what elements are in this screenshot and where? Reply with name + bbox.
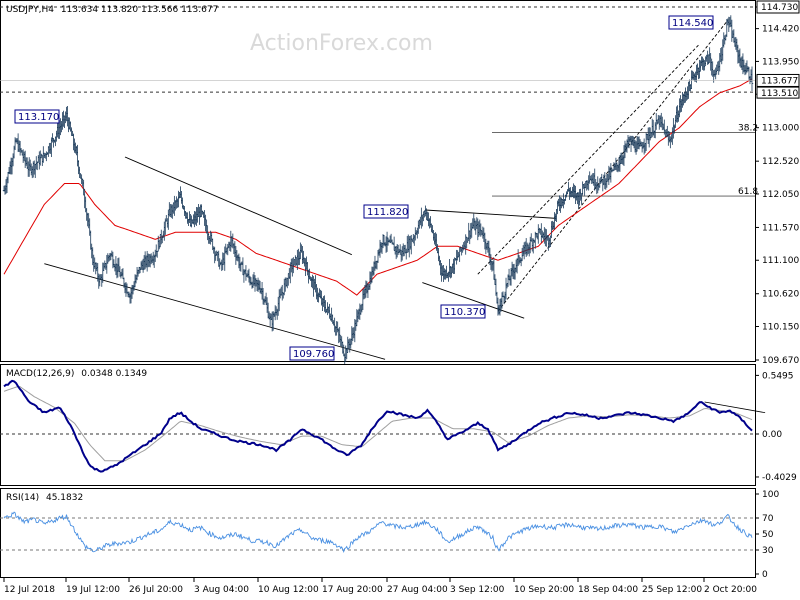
fib-label: 61.8 <box>738 187 758 197</box>
price-axis: 114.730114.420113.950113.480113.000112.5… <box>755 3 799 366</box>
macd-tick-label: 0.5495 <box>762 371 794 381</box>
ohlc-bar <box>750 66 754 91</box>
x-tick-label: 19 Jul 12:00 <box>66 585 120 595</box>
macd-axis: 0.5495 0.00 -0.4029 <box>755 371 797 483</box>
swing-label-box <box>289 346 335 361</box>
rsi-panel-frame <box>0 488 756 578</box>
swing-label: 111.820 <box>363 204 409 219</box>
price-tick-label: 113.000 <box>762 124 799 134</box>
price-panel-frame <box>0 0 756 362</box>
rsi-tick-label: 50 <box>762 530 774 540</box>
swing-label-text: 113.170 <box>18 112 59 123</box>
price-tick-label: 113.950 <box>762 57 799 67</box>
channel-lower-line <box>44 263 386 360</box>
swing-label-text: 109.760 <box>293 349 334 360</box>
macd-divergence-trendline <box>704 401 766 414</box>
price-tick-label: 114.420 <box>762 25 799 35</box>
macd-line <box>3 379 753 473</box>
resistance-tag-box <box>756 0 800 14</box>
swing-label-text: 111.820 <box>367 207 408 218</box>
price-header-symbol: USDJPY,H4 <box>6 5 54 15</box>
rsi-tick-label: 0 <box>762 570 768 580</box>
swing-label-box <box>440 304 486 319</box>
watermark: ActionForex.com <box>250 31 433 56</box>
x-tick-label: 2 Oct 20:00 <box>704 585 757 595</box>
price-tick-label: 110.150 <box>762 323 799 333</box>
moving-average-line <box>3 78 753 296</box>
x-tick-label: 26 Jul 20:00 <box>129 585 183 595</box>
macd-signal-line <box>3 385 753 462</box>
swing-label-box <box>14 109 60 124</box>
current-price-tag-box <box>756 73 800 87</box>
swing-label-text: 114.540 <box>672 18 713 29</box>
price-tick-label: 111.100 <box>762 256 799 266</box>
price-tick-label: 111.570 <box>762 223 799 233</box>
x-tick-label: 27 Aug 04:00 <box>387 585 448 595</box>
rsi-axis: 100 70 50 30 0 <box>755 490 779 580</box>
swing-label: 109.760 <box>289 346 335 361</box>
price-tick-label: 112.050 <box>762 190 799 200</box>
resistance-tag-label: 114.730 <box>761 3 798 13</box>
current-price-tag: 113.677 <box>756 73 800 87</box>
rsi-tick-label: 100 <box>762 490 779 500</box>
x-tick-label: 25 Sep 12:00 <box>642 585 702 595</box>
price-tick-label: 112.520 <box>762 157 799 167</box>
ohlc-bars <box>2 15 754 364</box>
macd-series <box>0 379 766 473</box>
rsi-header-label: RSI(14) <box>6 493 39 503</box>
macd-tick-label: 0.00 <box>762 430 782 440</box>
triangle-lower-line <box>422 282 525 319</box>
x-tick-label: 3 Aug 04:00 <box>194 585 249 595</box>
x-tick-label: 18 Sep 04:00 <box>578 585 638 595</box>
x-tick-label: 10 Sep 20:00 <box>514 585 574 595</box>
support-tag-label: 113.510 <box>761 89 798 99</box>
swing-label-box <box>668 15 714 30</box>
x-tick-label: 12 Jul 2018 <box>4 585 55 595</box>
channel-upper-line <box>124 156 352 256</box>
rsi-series <box>0 511 755 554</box>
macd-panel-frame <box>0 364 756 486</box>
x-axis: 12 Jul 2018 19 Jul 12:00 26 Jul 20:00 3 Aug… <box>3 578 757 595</box>
price-header: USDJPY,H4 113.634 113.820 113.566 113.67… <box>6 5 218 15</box>
macd-tick-label: -0.4029 <box>762 473 797 483</box>
x-tick-label: 17 Aug 20:00 <box>322 585 383 595</box>
fib-label: 38.2 <box>738 124 758 134</box>
price-tick-label: 109.670 <box>762 356 799 366</box>
rising-trendline-upper <box>477 43 700 275</box>
triangle-upper-line <box>425 209 557 219</box>
rsi-tick-label: 70 <box>762 514 774 524</box>
swing-label: 114.540 <box>668 15 714 30</box>
support-tag-box <box>756 86 800 99</box>
swing-label-box <box>363 204 409 219</box>
swing-label-text: 110.370 <box>444 307 485 318</box>
swing-label: 113.170 <box>14 109 60 124</box>
support-price-tag: 113.510 <box>756 86 800 99</box>
x-tick-label: 3 Sep 12:00 <box>450 585 505 595</box>
macd-header: MACD(12,26,9) 0.0348 0.1349 <box>6 369 147 379</box>
price-header-ohlc: 113.634 113.820 113.566 113.677 <box>61 5 218 15</box>
macd-header-label: MACD(12,26,9) <box>6 369 74 379</box>
price-tick-label: 110.620 <box>762 290 799 300</box>
current-price-tag-label: 113.677 <box>761 76 798 86</box>
rsi-header: RSI(14) 45.1832 <box>6 493 83 503</box>
x-tick-label: 10 Aug 12:00 <box>258 585 319 595</box>
macd-header-values: 0.0348 0.1349 <box>81 369 147 379</box>
price-series: 114.730 38.2 61.8 113.170 109.760 111.820 110.… <box>0 0 800 364</box>
rsi-tick-label: 30 <box>762 546 774 556</box>
rising-trendline <box>497 19 729 312</box>
resistance-price-tag: 114.730 <box>756 0 800 14</box>
rsi-header-value: 45.1832 <box>46 493 83 503</box>
rsi-line <box>3 511 753 554</box>
swing-label: 110.370 <box>440 304 486 319</box>
